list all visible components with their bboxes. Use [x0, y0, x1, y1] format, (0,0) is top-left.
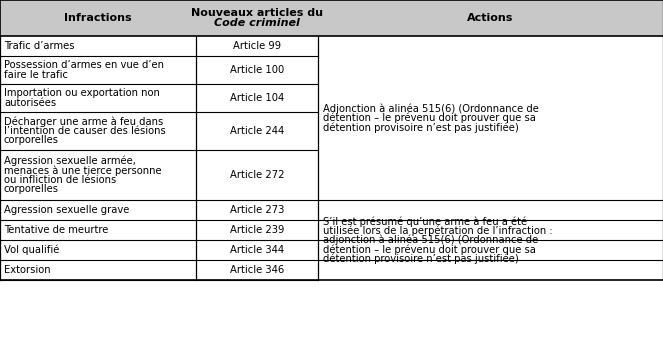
Text: détention – le prévenu doit prouver que sa: détention – le prévenu doit prouver que … [323, 244, 536, 255]
Text: Décharger une arme à feu dans: Décharger une arme à feu dans [4, 116, 163, 127]
Text: détention provisoire n’est pas justifiée): détention provisoire n’est pas justifiée… [323, 122, 518, 132]
Text: S’il est présumé qu’une arme à feu a été: S’il est présumé qu’une arme à feu a été [323, 216, 527, 226]
Text: Infractions: Infractions [64, 13, 132, 23]
Text: détention – le prévenu doit prouver que sa: détention – le prévenu doit prouver que … [323, 113, 536, 123]
Text: Possession d’armes en vue d’en: Possession d’armes en vue d’en [4, 60, 164, 70]
Text: corporelles: corporelles [4, 135, 59, 145]
Text: Article 273: Article 273 [230, 205, 284, 215]
Text: Importation ou exportation non: Importation ou exportation non [4, 88, 160, 98]
Text: Actions: Actions [467, 13, 514, 23]
Text: Extorsion: Extorsion [4, 265, 50, 275]
Text: adjonction à alinéa 515(6) (Ordonnance de: adjonction à alinéa 515(6) (Ordonnance d… [323, 235, 538, 245]
Text: Article 346: Article 346 [230, 265, 284, 275]
Bar [318, 0, 663, 36]
Text: Vol qualifié: Vol qualifié [4, 245, 60, 255]
Text: Article 272: Article 272 [230, 170, 284, 180]
Bar [196, 0, 318, 36]
Text: faire le trafic: faire le trafic [4, 70, 68, 80]
Text: Nouveaux articles du: Nouveaux articles du [191, 8, 323, 18]
Text: menaces à une tierce personne: menaces à une tierce personne [4, 165, 162, 175]
Text: ou infliction de lésions: ou infliction de lésions [4, 175, 116, 185]
Text: détention provisoire n’est pas justifiée): détention provisoire n’est pas justifiée… [323, 254, 518, 264]
Text: Agression sexuelle armée,: Agression sexuelle armée, [4, 156, 136, 166]
Text: Article 99: Article 99 [233, 41, 281, 51]
Text: Adjonction à alinéa 515(6) (Ordonnance de: Adjonction à alinéa 515(6) (Ordonnance d… [323, 103, 539, 114]
Text: Trafic d’armes: Trafic d’armes [4, 41, 74, 51]
Text: Article 239: Article 239 [230, 225, 284, 235]
Text: Code criminel: Code criminel [214, 18, 300, 28]
Text: Agression sexuelle grave: Agression sexuelle grave [4, 205, 129, 215]
Text: Article 344: Article 344 [230, 245, 284, 255]
Text: corporelles: corporelles [4, 184, 59, 194]
Text: l’intention de causer des lésions: l’intention de causer des lésions [4, 126, 166, 136]
Text: Tentative de meurtre: Tentative de meurtre [4, 225, 108, 235]
Text: utilisée lors de la perpétration de l’infraction :: utilisée lors de la perpétration de l’in… [323, 225, 553, 236]
Text: Article 244: Article 244 [230, 126, 284, 136]
Text: Article 104: Article 104 [230, 93, 284, 103]
Bar [0, 0, 196, 36]
Text: autorisées: autorisées [4, 98, 56, 108]
Text: Article 100: Article 100 [230, 65, 284, 75]
